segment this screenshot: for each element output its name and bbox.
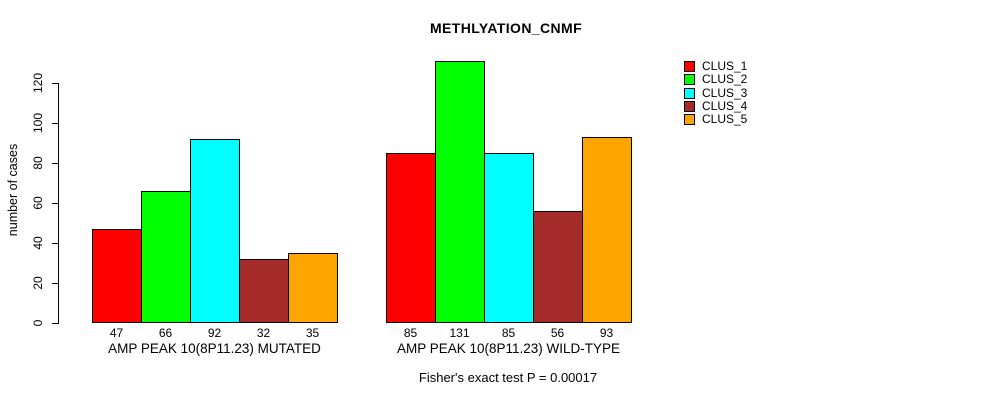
y-tick-label: 0 bbox=[31, 319, 45, 327]
legend-swatch-icon bbox=[684, 61, 695, 72]
legend-row: CLUS_1 bbox=[684, 59, 748, 73]
y-tick-label: 100 bbox=[31, 112, 45, 134]
bar-clus_3 bbox=[484, 153, 534, 323]
bar-value-label: 32 bbox=[256, 326, 271, 340]
bar-clus_1 bbox=[92, 229, 142, 323]
group-label: AMP PEAK 10(8P11.23) WILD-TYPE bbox=[396, 341, 621, 356]
y-tick-mark bbox=[52, 283, 59, 284]
y-tick-mark bbox=[52, 163, 59, 164]
bar-clus_4 bbox=[239, 259, 289, 323]
y-tick-mark bbox=[52, 203, 59, 204]
legend-label: CLUS_1 bbox=[702, 59, 748, 73]
y-tick-mark bbox=[52, 323, 59, 324]
bar-clus_4 bbox=[533, 211, 583, 323]
bar-value-label: 85 bbox=[403, 326, 418, 340]
y-tick-mark bbox=[52, 83, 59, 84]
legend: CLUS_1 CLUS_2 CLUS_3 CLUS_4 CLUS_5 bbox=[684, 59, 748, 127]
y-tick-label: 120 bbox=[31, 72, 45, 94]
bar-clus_5 bbox=[288, 253, 338, 323]
legend-swatch-icon bbox=[684, 87, 695, 99]
y-axis-label: number of cases bbox=[6, 143, 20, 237]
legend-label: CLUS_4 bbox=[702, 98, 748, 113]
legend-row: CLUS_2 bbox=[684, 72, 748, 87]
y-tick-label: 40 bbox=[31, 236, 45, 250]
bar-clus_2 bbox=[435, 61, 485, 323]
y-tick-label: 60 bbox=[31, 196, 45, 210]
legend-row: CLUS_5 bbox=[684, 112, 748, 126]
legend-swatch-icon bbox=[684, 114, 695, 125]
legend-label: CLUS_2 bbox=[702, 72, 748, 87]
group-label: AMP PEAK 10(8P11.23) MUTATED bbox=[108, 341, 321, 356]
bar-value-label: 35 bbox=[305, 326, 320, 340]
y-tick-mark bbox=[52, 123, 59, 124]
legend-row: CLUS_4 bbox=[684, 98, 748, 113]
y-tick-label: 80 bbox=[31, 156, 45, 170]
legend-swatch-icon bbox=[684, 100, 695, 112]
legend-label: CLUS_5 bbox=[702, 112, 748, 126]
y-tick-mark bbox=[52, 243, 59, 244]
legend-label: CLUS_3 bbox=[702, 85, 748, 100]
bar-clus_1 bbox=[386, 153, 436, 323]
bar-value-label: 92 bbox=[207, 326, 222, 340]
bar-value-label: 47 bbox=[109, 326, 124, 340]
legend-row: CLUS_3 bbox=[684, 85, 748, 100]
chart-title: METHLYATION_CNMF bbox=[429, 20, 583, 36]
legend-swatch-icon bbox=[684, 74, 695, 86]
bar-value-label: 66 bbox=[158, 326, 173, 340]
y-tick-label: 20 bbox=[31, 276, 45, 290]
bar-clus_3 bbox=[190, 139, 240, 323]
bar-clus_2 bbox=[141, 191, 191, 323]
bar-value-label: 56 bbox=[550, 326, 565, 340]
bar-clus_5 bbox=[582, 137, 632, 323]
bar-value-label: 93 bbox=[599, 326, 614, 340]
fisher-test-annotation: Fisher's exact test P = 0.00017 bbox=[418, 370, 598, 385]
bar-value-label: 85 bbox=[501, 326, 516, 340]
bar-value-label: 131 bbox=[449, 326, 470, 340]
